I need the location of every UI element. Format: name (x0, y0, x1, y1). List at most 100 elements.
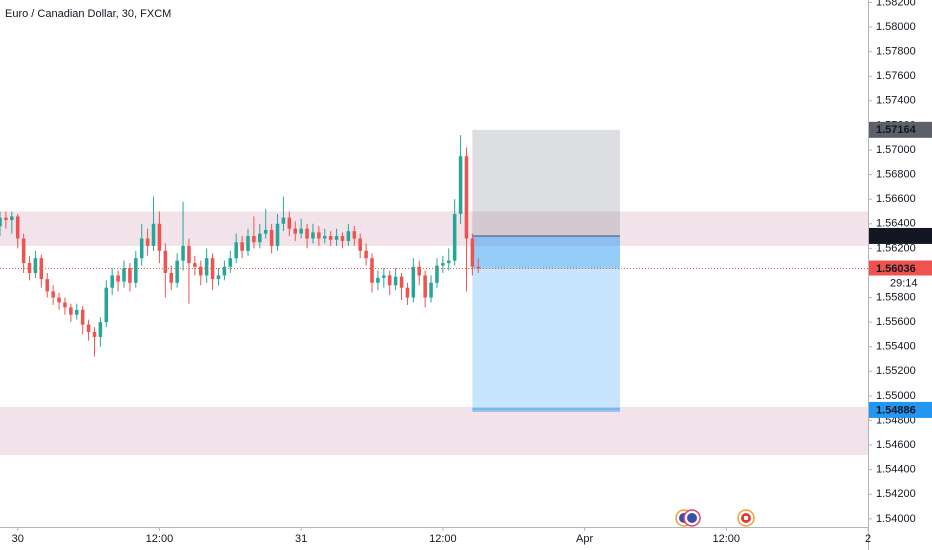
candle-body (399, 276, 404, 288)
y-tick-label: 1.57800 (876, 46, 916, 58)
candle-body (322, 236, 327, 239)
y-tick-label: 1.56800 (876, 168, 916, 180)
y-tick-label: 1.56200 (876, 242, 916, 254)
candle-body (104, 287, 109, 323)
candle-body (10, 216, 14, 221)
candle-body (110, 275, 114, 288)
x-tick-label: 31 (295, 533, 307, 545)
last-price-label-bg (869, 260, 932, 277)
candle-body (476, 266, 481, 269)
candle-body (4, 217, 8, 221)
candle-body (15, 216, 20, 239)
candle-body (175, 260, 179, 283)
stop-price-label: 1.57164 (876, 124, 917, 136)
candle-body (346, 231, 351, 241)
candle-body (376, 277, 380, 283)
x-tick-label: 12:00 (713, 533, 741, 545)
candle-body (287, 217, 292, 229)
candle-body (198, 266, 203, 276)
candle-body (86, 324, 91, 332)
candle-body (116, 275, 120, 282)
candle-body (275, 223, 280, 246)
candle-body (263, 229, 268, 234)
candle-body (51, 291, 55, 298)
candle-body (21, 238, 26, 264)
candle-body (417, 266, 422, 276)
y-tick-label: 1.55200 (876, 365, 916, 377)
candle-body (193, 263, 197, 267)
entry-price-label: 1.56301 (876, 230, 916, 242)
open-pnl-area (472, 235, 620, 269)
candle-body (187, 245, 191, 264)
candle-body (57, 297, 61, 303)
stop-price-label-bg (869, 121, 932, 138)
candle-body (429, 282, 433, 298)
target-price-label-bg (869, 401, 932, 418)
event-icon-leaf (744, 516, 748, 520)
y-tick-label: 1.55400 (876, 341, 916, 353)
candle-body (441, 263, 445, 266)
candle-body (423, 275, 427, 298)
candle-body (45, 279, 50, 292)
candle-body (139, 238, 144, 259)
candle-body (0, 217, 2, 227)
y-tick-label: 1.55600 (876, 316, 916, 328)
candle-body (240, 242, 244, 251)
candle-body (163, 250, 168, 273)
candle-body (470, 238, 475, 267)
y-tick-label: 1.58000 (876, 21, 916, 33)
candle-body (405, 287, 410, 298)
candle-body (228, 258, 233, 267)
candle-body (181, 245, 185, 261)
y-tick-label: 1.56400 (876, 218, 916, 230)
event-icon-flag (687, 513, 697, 523)
candle-body (311, 232, 315, 239)
candle-body (157, 223, 162, 251)
y-tick-label: 1.55800 (876, 291, 916, 303)
countdown-bg (869, 275, 932, 291)
candle-body (334, 236, 339, 240)
candle-body (145, 238, 150, 246)
y-tick-label: 1.55000 (876, 390, 916, 402)
candle-body (452, 213, 457, 261)
countdown: 29:14 (890, 277, 918, 289)
candle-body (252, 236, 256, 243)
candle-body (204, 258, 209, 276)
event-icons[interactable] (675, 509, 755, 527)
y-tick-label: 1.54400 (876, 464, 916, 476)
candle-body (69, 307, 73, 315)
candle-body (216, 275, 221, 280)
y-tick-label: 1.57400 (876, 95, 916, 107)
candle-body (281, 217, 286, 224)
candle-body (39, 258, 44, 280)
candle-body (464, 156, 469, 239)
y-tick-label: 1.57000 (876, 144, 916, 156)
candle-body (234, 242, 238, 259)
candle-body (169, 272, 174, 283)
candle-body (128, 268, 132, 283)
candle-body (352, 231, 357, 239)
candle-body (246, 236, 250, 251)
candle-body (299, 228, 303, 234)
zone (0, 211, 868, 246)
y-tick-label: 1.56600 (876, 193, 916, 205)
candle-body (210, 258, 215, 280)
target-price-label: 1.54886 (876, 404, 916, 416)
zone (0, 406, 868, 455)
y-tick-label: 1.57600 (876, 70, 916, 82)
candle-body (411, 266, 416, 298)
candle-body (258, 233, 262, 243)
x-tick-label: Apr (576, 533, 593, 545)
stop-area (472, 129, 620, 236)
chart-title: Euro / Canadian Dollar, 30, FXCM (5, 8, 171, 20)
candle-body (305, 228, 309, 239)
candle-body (293, 228, 298, 234)
last-price-label: 1.56036 (876, 263, 916, 275)
target-area (472, 235, 620, 410)
candle-body (370, 258, 374, 283)
candle-body (317, 232, 321, 239)
entry-price-label-bg (869, 227, 932, 244)
candle-body (98, 322, 103, 337)
